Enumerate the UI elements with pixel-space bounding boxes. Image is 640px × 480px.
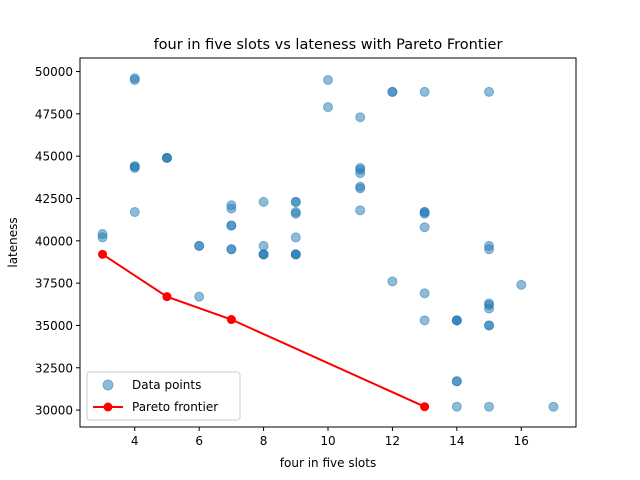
- data-point: [355, 112, 366, 123]
- x-tick-label: 12: [385, 434, 400, 448]
- data-point: [194, 291, 205, 302]
- data-point: [484, 303, 495, 314]
- data-point: [387, 86, 398, 97]
- pareto-point: [98, 249, 108, 259]
- data-point: [290, 249, 301, 260]
- data-point: [226, 203, 237, 214]
- y-tick-label: 40000: [35, 234, 73, 248]
- data-point: [323, 75, 333, 86]
- data-point: [194, 240, 205, 251]
- y-axis-ticks: 30000 32500 35000 37500 40000 42500 45000 47500…: [35, 65, 80, 418]
- data-point: [484, 320, 495, 331]
- x-axis-ticks: 4 6 8 10 12 14 16: [131, 427, 529, 448]
- data-point: [451, 376, 462, 387]
- data-point: [516, 279, 527, 290]
- data-point: [323, 102, 333, 113]
- pareto-point: [420, 402, 430, 412]
- pareto-frontier-layer: [98, 249, 430, 412]
- data-point: [129, 207, 140, 218]
- y-tick-label: 50000: [35, 65, 73, 79]
- x-tick-label: 4: [131, 434, 139, 448]
- legend-label-data-points: Data points: [132, 378, 201, 392]
- data-point: [387, 276, 398, 287]
- data-point: [484, 244, 495, 255]
- legend-marker-pareto: [103, 402, 113, 412]
- data-point: [226, 244, 237, 255]
- x-tick-label: 16: [514, 434, 529, 448]
- data-point: [129, 73, 140, 84]
- y-tick-label: 42500: [35, 192, 73, 206]
- y-tick-label: 47500: [35, 107, 73, 121]
- y-tick-label: 45000: [35, 150, 73, 164]
- data-point: [484, 401, 495, 412]
- data-point: [355, 183, 366, 194]
- legend-box: [86, 371, 241, 421]
- y-axis-label: lateness: [6, 217, 20, 267]
- data-point: [226, 220, 237, 231]
- y-tick-label: 35000: [35, 319, 73, 333]
- pareto-point: [162, 292, 172, 302]
- pareto-frontier-line: [101, 253, 426, 408]
- data-point: [451, 315, 462, 326]
- chart-title: four in five slots vs lateness with Pare…: [154, 37, 503, 53]
- y-tick-label: 30000: [35, 404, 73, 418]
- data-point: [258, 249, 269, 260]
- y-tick-label: 32500: [35, 361, 73, 375]
- data-point: [258, 196, 269, 207]
- data-point: [419, 222, 430, 233]
- data-point: [451, 401, 462, 412]
- pareto-point: [226, 315, 236, 325]
- data-point: [548, 401, 559, 412]
- y-tick-label: 37500: [35, 277, 73, 291]
- data-point: [419, 86, 430, 97]
- x-tick-label: 10: [320, 434, 335, 448]
- data-point: [161, 152, 172, 163]
- data-point: [258, 240, 269, 251]
- x-tick-label: 14: [449, 434, 464, 448]
- x-tick-label: 8: [260, 434, 268, 448]
- legend-label-pareto: Pareto frontier: [132, 400, 218, 414]
- data-point: [355, 168, 366, 179]
- data-point: [419, 208, 430, 219]
- data-point: [290, 196, 301, 207]
- data-points-layer: [97, 73, 559, 412]
- data-point: [484, 86, 495, 97]
- x-tick-label: 6: [195, 434, 203, 448]
- legend: Data points Pareto frontier: [86, 371, 241, 421]
- data-point: [419, 315, 430, 326]
- data-point: [129, 161, 140, 172]
- data-point: [290, 232, 301, 243]
- data-point: [97, 232, 108, 243]
- x-axis-label: four in five slots: [280, 456, 376, 470]
- data-point: [419, 288, 430, 299]
- legend-marker-data-points: [102, 379, 114, 391]
- data-point: [355, 205, 366, 216]
- data-point: [290, 208, 301, 219]
